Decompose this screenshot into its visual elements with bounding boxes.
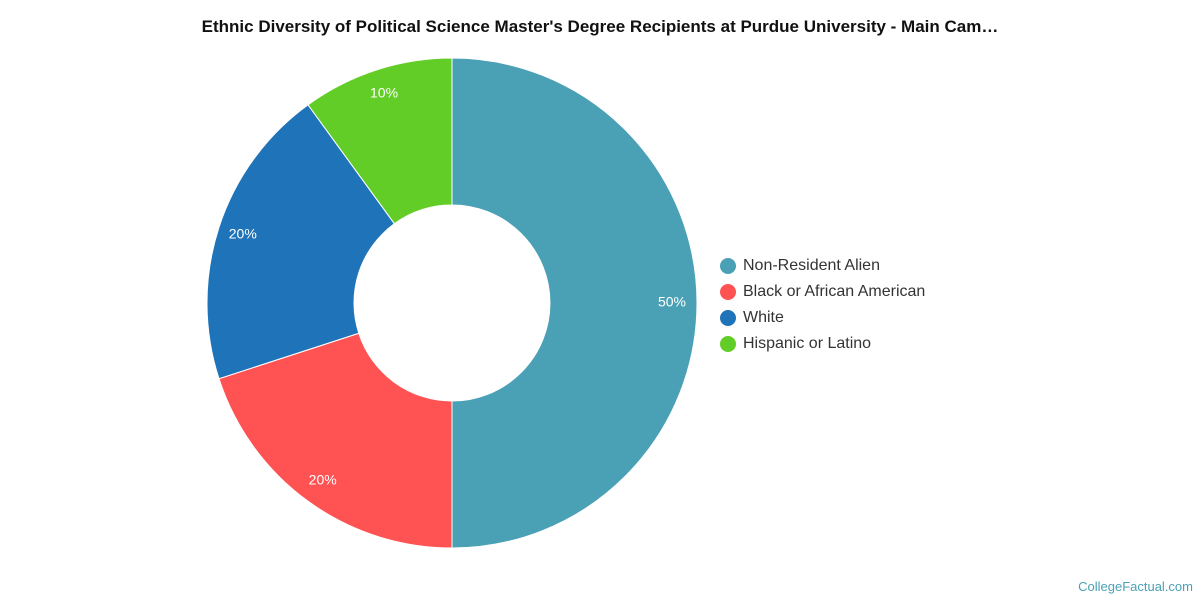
legend-marker: [720, 284, 736, 300]
slice-value-label: 20%: [309, 472, 337, 488]
legend-label: White: [743, 309, 784, 326]
legend-item-black-or-african-american[interactable]: Black or African American: [720, 279, 925, 305]
donut-slice-non-resident-alien[interactable]: [451, 57, 698, 549]
legend-marker: [720, 336, 736, 352]
legend-label: Black or African American: [743, 283, 926, 300]
chart-legend: Non-Resident Alien Black or African Amer…: [720, 253, 925, 357]
legend-item-hispanic-or-latino[interactable]: Hispanic or Latino: [720, 331, 925, 357]
donut-slice-hispanic-or-latino[interactable]: [307, 57, 453, 225]
legend-item-white[interactable]: White: [720, 305, 925, 331]
credit-link[interactable]: CollegeFactual.com: [1078, 579, 1193, 594]
legend-marker: [720, 310, 736, 326]
legend-item-non-resident-alien[interactable]: Non-Resident Alien: [720, 253, 925, 279]
donut-slice-white[interactable]: [206, 104, 396, 380]
slice-value-label: 20%: [229, 226, 257, 242]
chart-title: Ethnic Diversity of Political Science Ma…: [201, 17, 999, 36]
donut-slices: [206, 57, 698, 549]
donut-slice-black-or-african-american[interactable]: [218, 332, 453, 549]
donut-slice-labels: 50% 20% 20% 10%: [229, 84, 686, 487]
legend-marker: [720, 258, 736, 274]
legend-label: Hispanic or Latino: [743, 335, 872, 352]
legend-label: Non-Resident Alien: [743, 257, 880, 274]
slice-value-label: 10%: [370, 84, 398, 100]
slice-value-label: 50%: [658, 294, 686, 310]
